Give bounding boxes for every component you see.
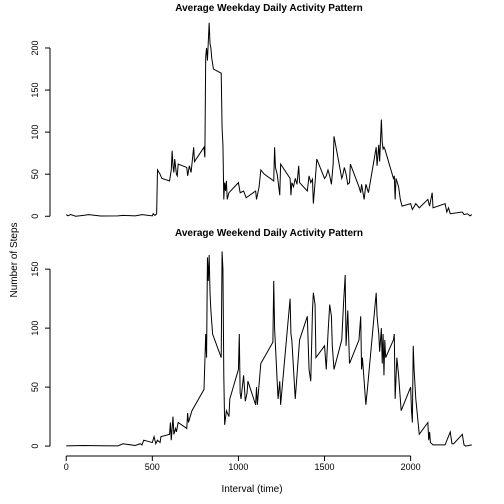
- y-tick-label: 0: [30, 214, 40, 219]
- data-line: [66, 251, 472, 447]
- chart-title: Average Weekend Daily Activity Pattern: [175, 228, 363, 239]
- y-tick-label: 100: [30, 321, 40, 336]
- y-tick-label: 200: [30, 40, 40, 55]
- x-axis-label: Interval (time): [221, 484, 282, 495]
- y-tick-label: 50: [30, 382, 40, 392]
- data-line: [65, 22, 473, 217]
- y-tick-label: 150: [30, 262, 40, 277]
- chart-title: Average Weekday Daily Activity Pattern: [175, 3, 363, 14]
- y-tick-label: 0: [30, 444, 40, 449]
- y-tick-label: 150: [30, 83, 40, 98]
- y-tick-label: 100: [30, 125, 40, 140]
- x-tick-label: 2000: [401, 462, 421, 472]
- x-tick-label: 1500: [315, 462, 335, 472]
- x-tick-label: 0: [64, 462, 69, 472]
- y-axis-label: Number of Steps: [9, 222, 20, 297]
- y-tick-label: 50: [30, 169, 40, 179]
- x-tick-label: 1000: [228, 462, 248, 472]
- x-tick-label: 500: [145, 462, 160, 472]
